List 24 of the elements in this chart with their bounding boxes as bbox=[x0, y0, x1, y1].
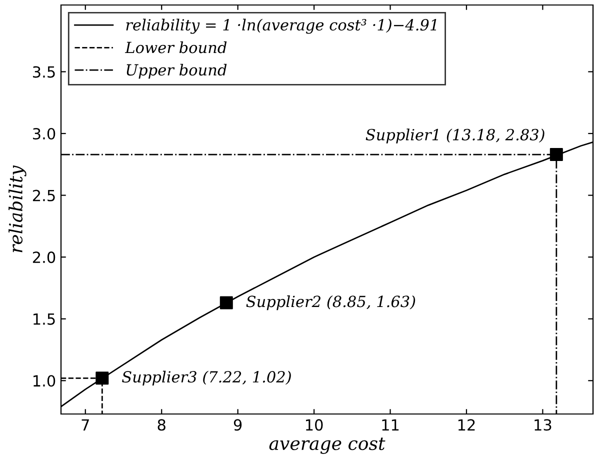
annotation: Supplier1 (13.18, 2.83) bbox=[366, 128, 544, 144]
y-tick-label: 2.0 bbox=[32, 252, 56, 264]
point bbox=[220, 296, 233, 310]
x-tick-label: 8 bbox=[158, 419, 166, 431]
x-axis-title: average cost bbox=[269, 438, 386, 454]
y-tick-label: 1.0 bbox=[34, 375, 56, 387]
y-tick-label: 2.5 bbox=[32, 190, 55, 202]
annotation: Supplier2 (8.85, 1.63) bbox=[246, 295, 416, 310]
point bbox=[96, 372, 109, 385]
y-tick-label: 1.5 bbox=[34, 314, 55, 325]
x-tick-label: 10 bbox=[306, 419, 323, 431]
x-tick-label: 9 bbox=[234, 419, 242, 431]
x-tick-label: 12 bbox=[458, 419, 475, 430]
legend-label: reliability = 1 ·ln(average cost³ ·1)−4.91 bbox=[126, 18, 436, 34]
y-axis-title: reliability bbox=[8, 165, 26, 252]
legend-label: Lower bound bbox=[124, 41, 227, 54]
point bbox=[550, 148, 563, 162]
y-tick-label: 3.5 bbox=[33, 66, 55, 78]
x-tick-label: 13 bbox=[534, 419, 552, 431]
x-tick-label: 11 bbox=[382, 419, 399, 430]
legend-label: Upper bound bbox=[126, 64, 227, 79]
annotation: Supplier3 (7.22, 1.02) bbox=[122, 370, 291, 386]
y-tick-label: 3.0 bbox=[33, 128, 56, 140]
x-tick-label: 7 bbox=[82, 419, 89, 430]
